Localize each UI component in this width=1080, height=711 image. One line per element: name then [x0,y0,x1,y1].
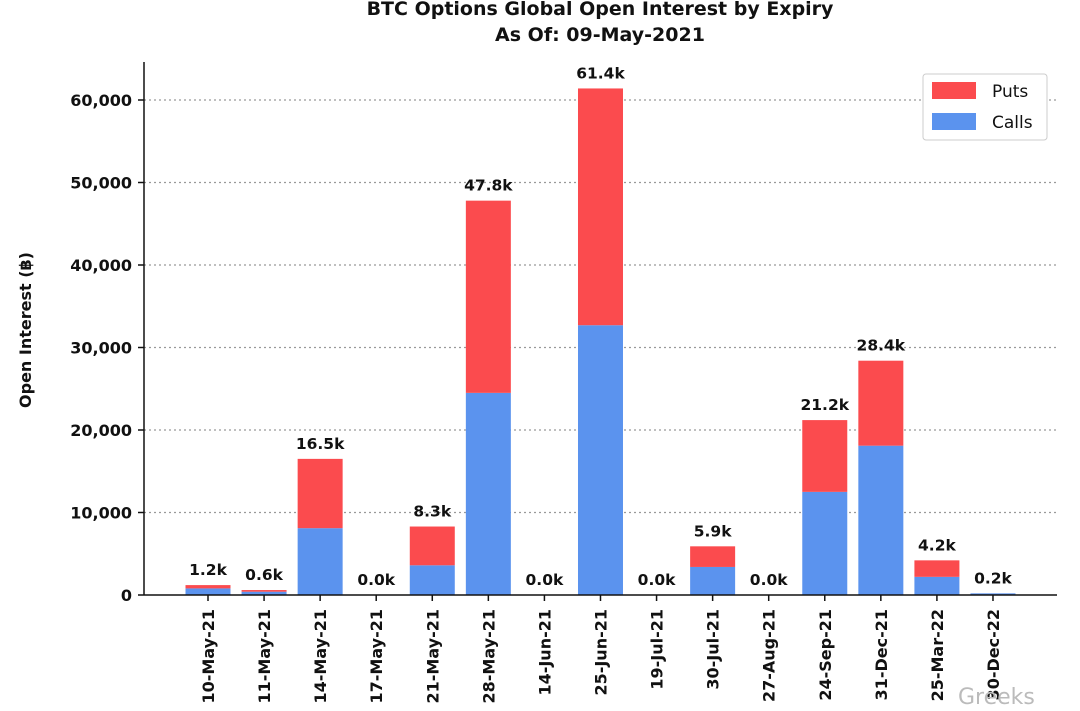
bar-puts [185,585,231,589]
x-tick-label: 24-Sep-21 [816,609,835,701]
x-tick-label: 19-Jul-21 [648,609,667,690]
x-tick-label: 30-Jul-21 [704,609,723,690]
x-tick-label: 30-Dec-22 [984,609,1003,700]
data-label: 8.3k [413,503,451,521]
x-tick-label: 25-Jun-21 [591,609,610,696]
x-tick-label: 14-Jun-21 [535,609,554,696]
bar-calls [970,593,1016,595]
y-tick-label: 0 [121,586,132,605]
bar-calls [577,325,623,595]
data-label: 0.0k [357,571,395,589]
bar-puts [577,88,623,326]
y-tick-label: 60,000 [70,91,132,110]
chart-title: BTC Options Global Open Interest by Expi… [367,0,834,20]
x-tick-label: 31-Dec-21 [872,609,891,700]
bar-calls [241,591,287,595]
bar-calls [297,528,343,595]
data-label: 0.0k [526,571,564,589]
y-tick-label: 10,000 [70,504,132,523]
legend: Puts Calls [922,73,1048,141]
x-tick-label: 17-May-21 [367,609,386,703]
x-tick-label: 21-May-21 [423,609,442,703]
bar-puts [858,360,904,446]
bar-puts [914,560,960,577]
data-label: 28.4k [857,337,906,355]
legend-swatch-calls [932,113,976,130]
bar-puts [802,420,848,492]
y-tick-label: 20,000 [70,421,132,440]
data-label: 16.5k [296,435,345,453]
data-label: 21.2k [800,396,849,414]
x-tick-label: 10-May-21 [199,609,218,703]
data-label: 0.2k [974,569,1012,587]
legend-swatch-puts [932,82,976,99]
x-tick-label: 27-Aug-21 [760,609,779,702]
legend-label-calls: Calls [992,113,1033,133]
data-label: 4.2k [918,536,956,554]
bar-calls [185,588,231,595]
data-label: 0.0k [750,571,788,589]
bar-puts [241,590,287,592]
legend-label-puts: Puts [992,82,1028,102]
y-axis-label: Open Interest (฿) [16,252,35,408]
bar-calls [465,392,511,595]
bar-puts [409,526,455,566]
bar-calls [858,445,904,595]
bar-puts [297,458,343,529]
data-label: 0.0k [638,571,676,589]
data-label: 1.2k [189,561,227,579]
data-label: 61.4k [576,64,625,82]
y-tick-label: 40,000 [70,256,132,275]
watermark: Greeks [958,685,1035,710]
y-tick-label: 30,000 [70,339,132,358]
bar-calls [802,491,848,595]
data-label: 5.9k [694,522,732,540]
data-label: 0.6k [245,566,283,584]
x-tick-label: 28-May-21 [479,609,498,703]
x-tick-label: 14-May-21 [311,609,330,703]
data-label: 47.8k [464,177,513,195]
x-tick-label: 25-Mar-22 [928,609,947,701]
chart-subtitle: As Of: 09-May-2021 [495,24,705,46]
bar-calls [914,576,960,595]
y-tick-label: 50,000 [70,174,132,193]
bar-puts [690,546,736,567]
bar-calls [409,565,455,595]
bar-calls [690,566,736,595]
x-tick-label: 11-May-21 [255,609,274,703]
bar-puts [465,200,511,393]
